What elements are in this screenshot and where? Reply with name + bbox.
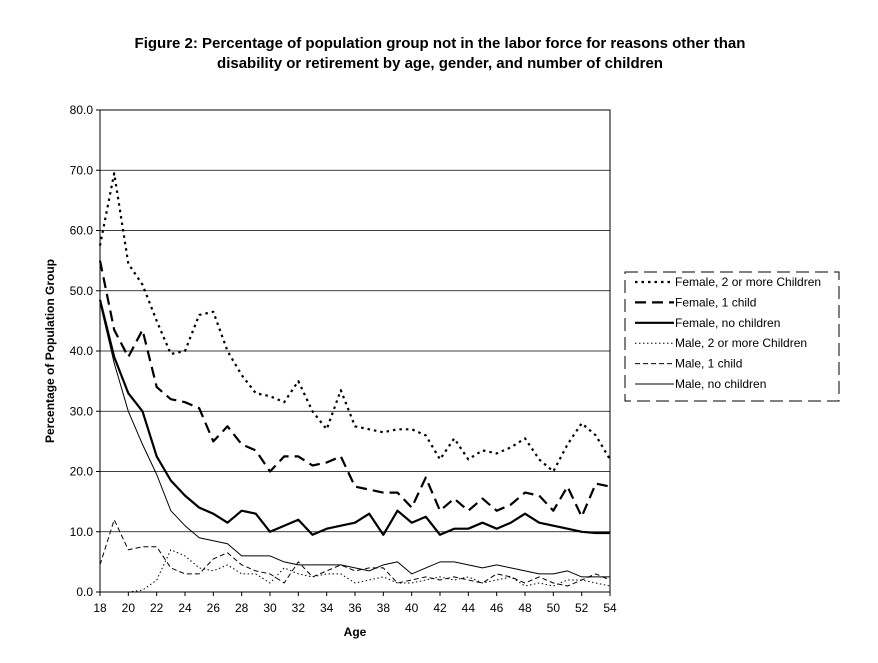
x-tick-label: 20: [122, 601, 136, 615]
legend-label: Female, 2 or more Children: [675, 275, 821, 289]
x-tick-label: 28: [235, 601, 249, 615]
x-tick-label: 26: [207, 601, 221, 615]
series-line-5: [99, 519, 611, 587]
series-line-6: [99, 302, 610, 578]
x-tick-label: 38: [377, 601, 391, 615]
y-axis: 0.0 10.0 20.0 30.0 40.0 50.0 60.0 70.0 80.0: [70, 103, 100, 599]
y-tick-label: 70.0: [70, 163, 94, 177]
series-line-2: [98, 260, 611, 518]
y-axis-label: Percentage of Population Group: [43, 259, 57, 443]
x-tick-label: 24: [178, 601, 192, 615]
legend-label: Male, 1 child: [675, 357, 742, 371]
legend-box: [624, 271, 840, 402]
y-tick-label: 50.0: [70, 284, 94, 298]
x-tick-label: 48: [518, 601, 532, 615]
x-tick-label: 40: [405, 601, 419, 615]
series-line-3: [98, 299, 610, 536]
x-tick-label: 18: [93, 601, 107, 615]
x-tick-label: 50: [547, 601, 561, 615]
chart-title-line-2: disability or retirement by age, gender,…: [217, 55, 663, 72]
legend-label: Male, 2 or more Children: [675, 336, 807, 350]
x-tick-label: 22: [150, 601, 164, 615]
legend-label: Female, no children: [675, 316, 780, 330]
y-tick-label: 80.0: [70, 103, 94, 117]
gridlines: [100, 169, 610, 533]
legend: Female, 2 or more Children Female, 1 chil…: [624, 271, 840, 402]
legend-label: Female, 1 child: [675, 295, 756, 309]
y-tick-label: 40.0: [70, 344, 94, 358]
y-tick-label: 20.0: [70, 465, 94, 479]
series-lines: [98, 172, 611, 593]
y-tick-label: 10.0: [70, 525, 94, 539]
series-line-4: [100, 549, 611, 593]
x-tick-label: 30: [263, 601, 277, 615]
x-tick-label: 34: [320, 601, 334, 615]
x-axis: 18 20 22 24 26 28 30 32 34 36 38 40 42 44 46 48 50 52 54: [93, 592, 617, 615]
x-tick-label: 32: [292, 601, 306, 615]
x-tick-label: 44: [462, 601, 476, 615]
chart-title: Figure 2: Percentage of population group…: [40, 34, 840, 74]
x-tick-label: 46: [490, 601, 504, 615]
series-line-1: [98, 172, 611, 473]
legend-label: Male, no children: [675, 377, 766, 391]
x-axis-label: Age: [344, 625, 367, 639]
x-tick-label: 52: [575, 601, 589, 615]
y-tick-label: 30.0: [70, 404, 94, 418]
y-tick-label: 60.0: [70, 224, 94, 238]
chart-title-line-1: Figure 2: Percentage of population group…: [134, 35, 746, 52]
x-tick-label: 36: [348, 601, 362, 615]
x-tick-label: 54: [603, 601, 617, 615]
y-tick-label: 0.0: [76, 585, 93, 599]
x-tick-label: 42: [433, 601, 447, 615]
